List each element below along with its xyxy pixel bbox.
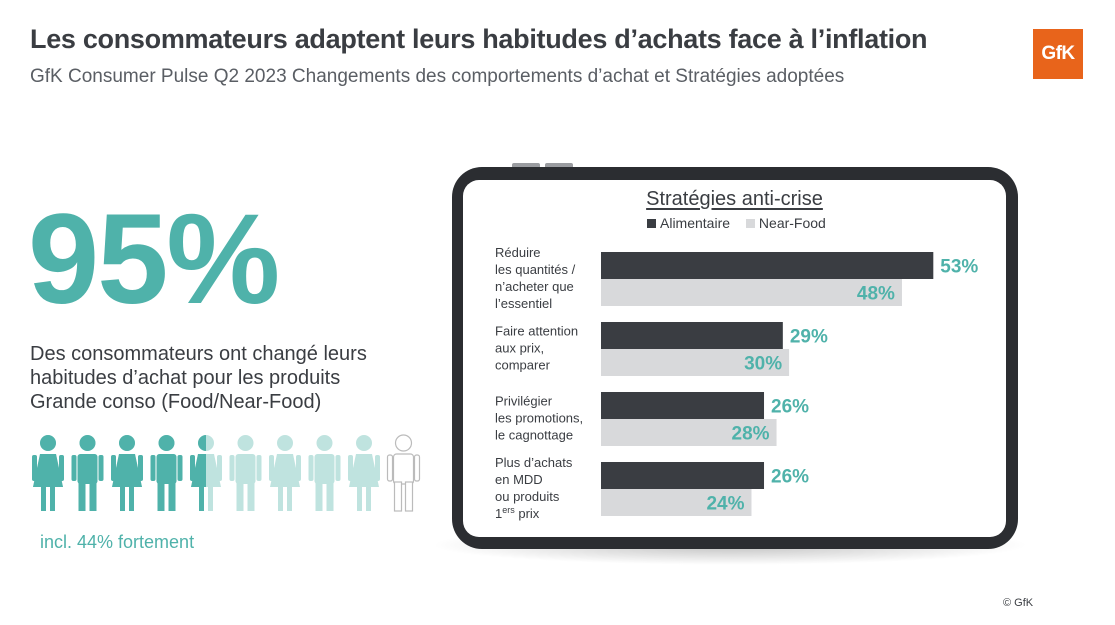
- bar-near-food: [601, 279, 902, 306]
- category-label: comparer: [495, 358, 551, 373]
- data-label: 53%: [940, 257, 978, 278]
- person-icon: [386, 434, 421, 512]
- chart-legend: Alimentaire Near-Food: [647, 215, 838, 231]
- person-icon: [111, 435, 143, 511]
- category-label: n’acheter que: [495, 279, 574, 294]
- bar-alimentaire: [601, 322, 783, 349]
- category-label: 1ers prix: [495, 505, 540, 521]
- data-label: 24%: [706, 494, 744, 515]
- chart-title: Stratégies anti-crise: [646, 188, 823, 210]
- category-label: l’essentiel: [495, 296, 552, 311]
- page-subtitle: GfK Consumer Pulse Q2 2023 Changements d…: [30, 66, 845, 87]
- category-group: Faire attention aux prix, comparer 29% 30%: [495, 322, 828, 376]
- bar-near-food: [601, 349, 790, 376]
- legend-swatch: [745, 219, 755, 228]
- category-label: ou produits: [495, 489, 560, 504]
- category-label: Réduire: [495, 245, 541, 260]
- category-label: le cagnottage: [495, 428, 573, 443]
- data-label: 30%: [744, 354, 782, 375]
- bar-alimentaire: [601, 392, 765, 419]
- category-group: Privilégier les promotions, le cagnottage 2…: [495, 392, 809, 446]
- headline-percentage: 95%: [28, 188, 280, 331]
- people-icon-row: [32, 434, 421, 512]
- bar-near-food: [601, 489, 752, 516]
- legend-item-near-food: Near-Food: [745, 215, 826, 231]
- copyright: © GfK: [1003, 597, 1034, 609]
- headline-description: Des consommateurs ont changé leurs habit…: [30, 343, 367, 413]
- people-note: incl. 44% fortement: [40, 532, 195, 552]
- person-icon: [71, 435, 104, 511]
- tablet-button: [545, 163, 573, 168]
- category-label: en MDD: [495, 472, 543, 487]
- category-label: Faire attention: [495, 324, 578, 339]
- data-label: 29%: [790, 327, 828, 348]
- person-icon: [269, 435, 301, 511]
- person-icon: [190, 435, 222, 511]
- gfk-logo: GfK: [1033, 29, 1083, 79]
- category-label: Plus d’achats: [495, 455, 573, 470]
- data-label: 26%: [771, 397, 809, 418]
- legend-label: Near-Food: [758, 215, 826, 231]
- category-group: Réduire les quantités / n’acheter que l’ess…: [495, 245, 978, 311]
- data-label: 26%: [771, 467, 809, 488]
- tablet-button: [512, 163, 540, 168]
- legend-swatch: [647, 219, 656, 228]
- legend-label: Alimentaire: [660, 215, 731, 231]
- data-label: 48%: [857, 284, 895, 305]
- tablet-screen: Stratégies anti-crise Alimentaire Near-F…: [463, 180, 1006, 537]
- bar-chart: Réduire les quantités / n’acheter que l’ess…: [495, 245, 978, 521]
- category-label: les quantités /: [495, 262, 576, 277]
- data-label: 28%: [732, 424, 770, 445]
- bar-alimentaire: [601, 252, 934, 279]
- category-label: les promotions,: [495, 411, 583, 426]
- person-icon: [32, 435, 64, 511]
- bar-near-food: [601, 419, 777, 446]
- person-icon: [308, 435, 341, 511]
- bar-alimentaire: [601, 462, 765, 489]
- legend-item-alimentaire: Alimentaire: [647, 215, 730, 231]
- person-icon: [150, 435, 183, 511]
- page-title: Les consommateurs adaptent leurs habitud…: [30, 24, 928, 54]
- person-icon: [348, 435, 380, 511]
- person-icon: [229, 435, 262, 511]
- category-label: aux prix,: [495, 341, 544, 356]
- category-label: Privilégier: [495, 394, 553, 409]
